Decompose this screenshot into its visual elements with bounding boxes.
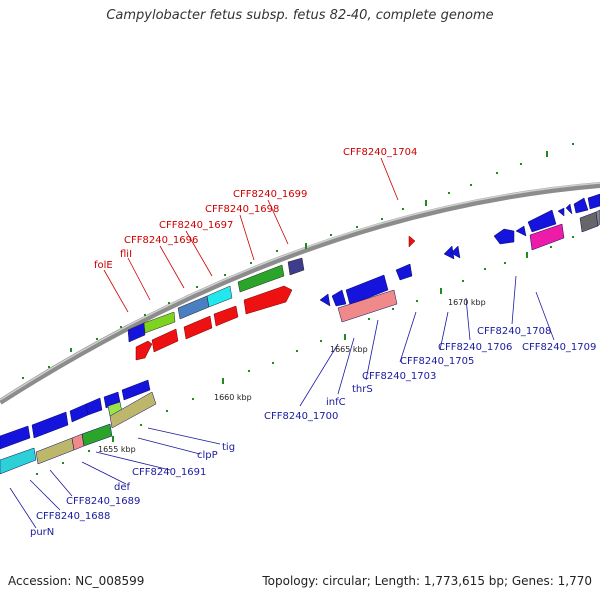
inner-dotted-track bbox=[36, 236, 574, 475]
gene-forward[interactable] bbox=[151, 328, 179, 353]
gene-label-cff8240-1705[interactable]: CFF8240_1705 bbox=[400, 356, 474, 367]
gene-label-flii[interactable]: fliI bbox=[120, 249, 132, 260]
gene-forward[interactable] bbox=[243, 285, 293, 315]
gene-label-cff8240-1696[interactable]: CFF8240_1696 bbox=[124, 235, 198, 246]
accession-text: Accession: NC_008599 bbox=[8, 574, 145, 588]
gene-forward-reverse[interactable] bbox=[127, 322, 146, 343]
genome-backbone-highlight bbox=[0, 182, 600, 401]
gene-label-cff8240-1689[interactable]: CFF8240_1689 bbox=[66, 496, 140, 507]
gene-green-light[interactable] bbox=[143, 311, 176, 334]
gene-forward[interactable] bbox=[135, 340, 153, 361]
gene-label-clpp[interactable]: clpP bbox=[197, 450, 218, 461]
gene-khaki[interactable] bbox=[35, 437, 75, 465]
gene-gray[interactable] bbox=[595, 209, 600, 227]
gene-forward[interactable] bbox=[213, 305, 239, 327]
gene-label-cff8240-1706[interactable]: CFF8240_1706 bbox=[438, 342, 512, 353]
gene-reverse[interactable] bbox=[31, 411, 69, 439]
tick-label-1665: 1665 kbp bbox=[330, 345, 368, 354]
forward-colored-features bbox=[127, 257, 305, 343]
gene-reverse[interactable] bbox=[557, 207, 565, 217]
gene-reverse[interactable] bbox=[121, 379, 151, 401]
gene-reverse[interactable] bbox=[515, 225, 527, 237]
gene-label-cff8240-1688[interactable]: CFF8240_1688 bbox=[36, 511, 110, 522]
gene-label-infc[interactable]: infC bbox=[326, 397, 346, 408]
gene-green[interactable] bbox=[81, 423, 113, 447]
gene-label-cff8240-1703[interactable]: CFF8240_1703 bbox=[362, 371, 436, 382]
gene-label-cff8240-1704[interactable]: CFF8240_1704 bbox=[343, 147, 417, 158]
gene-reverse[interactable] bbox=[450, 245, 461, 259]
gene-label-cff8240-1691[interactable]: CFF8240_1691 bbox=[132, 467, 206, 478]
lower-left-genes bbox=[0, 379, 157, 475]
gene-reverse[interactable] bbox=[345, 274, 389, 306]
gene-cyan[interactable] bbox=[206, 285, 233, 308]
gene-reverse[interactable] bbox=[573, 197, 589, 214]
gene-purple[interactable] bbox=[287, 257, 305, 276]
gene-gray[interactable] bbox=[579, 211, 599, 233]
gene-reverse[interactable] bbox=[587, 193, 600, 210]
gene-label-fole[interactable]: folE bbox=[94, 260, 113, 271]
gene-forward[interactable] bbox=[183, 315, 213, 340]
gene-label-cff8240-1698[interactable]: CFF8240_1698 bbox=[205, 204, 279, 215]
red-label-lines bbox=[103, 157, 399, 313]
outer-dotted-track bbox=[22, 143, 574, 379]
gene-reverse[interactable] bbox=[0, 425, 31, 450]
genome-summary-text: Topology: circular; Length: 1,773,615 bp… bbox=[262, 574, 592, 588]
gene-reverse[interactable] bbox=[331, 289, 347, 307]
gene-reverse[interactable] bbox=[527, 209, 557, 233]
gene-reverse[interactable] bbox=[69, 403, 89, 423]
gene-cyan[interactable] bbox=[0, 447, 37, 475]
map-title: Campylobacter fetus subsp. fetus 82-40, … bbox=[106, 8, 494, 23]
genome-backbone bbox=[0, 182, 600, 405]
gene-pink[interactable] bbox=[337, 289, 398, 323]
gene-label-cff8240-1699[interactable]: CFF8240_1699 bbox=[233, 189, 307, 200]
gene-reverse[interactable] bbox=[319, 293, 331, 307]
tick-label-1655: 1655 kbp bbox=[98, 445, 136, 454]
gene-label-cff8240-1708[interactable]: CFF8240_1708 bbox=[477, 326, 551, 337]
blue-label-lines bbox=[9, 275, 555, 529]
gene-reverse[interactable] bbox=[565, 203, 573, 215]
gene-green[interactable] bbox=[237, 264, 285, 293]
gene-label-cff8240-1697[interactable]: CFF8240_1697 bbox=[159, 220, 233, 231]
gene-label-purn[interactable]: purN bbox=[30, 527, 54, 538]
gene-forward[interactable] bbox=[408, 235, 416, 248]
gene-reverse[interactable] bbox=[395, 263, 413, 281]
tick-label-1660: 1660 kbp bbox=[214, 393, 252, 402]
gene-label-cff8240-1709[interactable]: CFF8240_1709 bbox=[522, 342, 596, 353]
forward-genes bbox=[135, 235, 416, 361]
gene-reverse[interactable] bbox=[493, 228, 515, 245]
gene-label-thrs[interactable]: thrS bbox=[352, 384, 373, 395]
gene-magenta[interactable] bbox=[529, 223, 565, 251]
gene-label-def[interactable]: def bbox=[114, 482, 131, 493]
reverse-genes bbox=[319, 193, 600, 323]
gene-khaki[interactable] bbox=[109, 391, 157, 429]
tick-label-1670: 1670 kbp bbox=[448, 298, 486, 307]
gene-reverse[interactable] bbox=[85, 397, 103, 416]
gene-label-tig[interactable]: tig bbox=[222, 442, 235, 453]
gene-label-cff8240-1700[interactable]: CFF8240_1700 bbox=[264, 411, 338, 422]
